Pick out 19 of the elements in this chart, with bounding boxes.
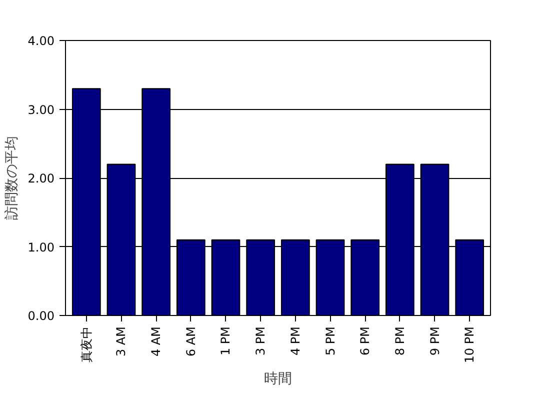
x-tick-label: 4 AM xyxy=(149,326,164,357)
y-tick-label: 2.00 xyxy=(28,172,54,186)
x-tick-label: 6 PM xyxy=(358,326,372,356)
y-tick-label: 1.00 xyxy=(28,240,54,254)
y-tick-label: 3.00 xyxy=(28,102,54,117)
x-tick-label: 5 PM xyxy=(323,326,338,356)
x-tick-label: 10 PM xyxy=(462,326,477,364)
x-tick-label: 3 PM xyxy=(254,326,268,356)
y-tick-label: 0.00 xyxy=(28,309,54,323)
x-tick-label: 6 AM xyxy=(184,326,198,357)
x-tick-label: 3 AM xyxy=(114,326,128,357)
x-tick-label: 4 PM xyxy=(288,326,302,356)
x-axis-title: 時間 xyxy=(264,371,292,388)
y-tick-label: 4.00 xyxy=(28,34,54,48)
y-axis-title: 訪問数の平均 xyxy=(4,136,20,220)
x-tick-label: 9 PM xyxy=(428,326,442,356)
x-tick-label: 1 PM xyxy=(218,326,233,356)
x-tick-label: 真夜中 xyxy=(79,326,94,362)
x-tick-label: 8 PM xyxy=(392,326,407,356)
